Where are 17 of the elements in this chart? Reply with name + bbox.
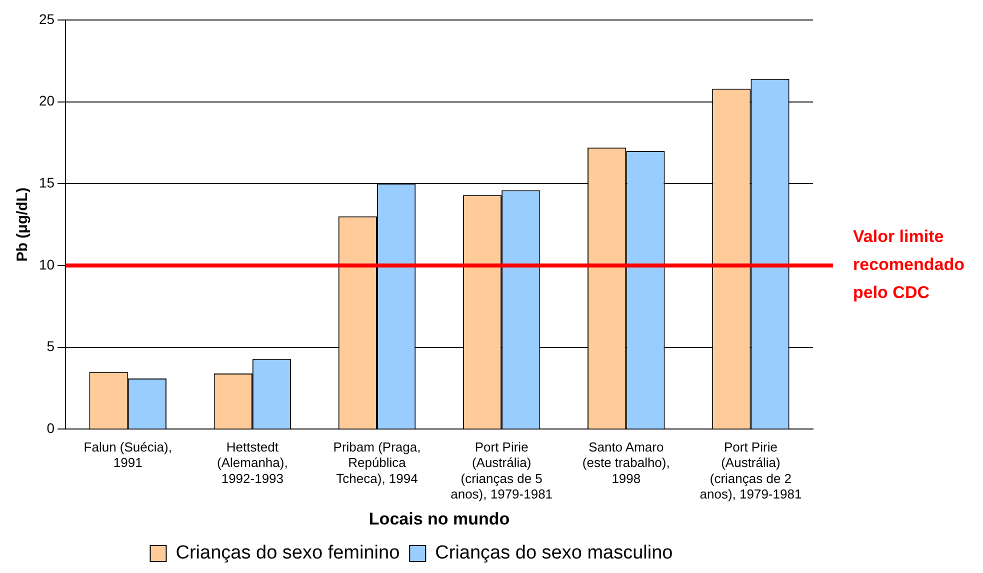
y-tick-label: 0	[46, 420, 55, 436]
x-tick-label: Pribam (Praga, República Tcheca), 1994	[333, 440, 421, 486]
y-axis-title: Pb (μg/dL)	[14, 188, 32, 262]
ref-line-label: Valor limite recomendado pelo CDC	[853, 227, 964, 302]
x-tick-label: Hettstedt (Alemanha), 1992-1993	[217, 440, 288, 486]
y-tick-label: 20	[38, 92, 55, 109]
x-tick-label: Falun (Suécia), 1991	[84, 440, 172, 470]
x-axis-title: Locais no mundo	[368, 509, 510, 528]
y-tick-label: 5	[46, 338, 55, 354]
x-tick-label: Santo Amaro (este trabalho), 1998	[582, 440, 670, 486]
y-tick-label: 10	[38, 256, 55, 272]
x-tick-label: Port Pirie (Austrália) (crianças de 2 anos), 1979-1981	[700, 440, 802, 502]
y-tick-label: 25	[38, 10, 55, 27]
y-tick-label: 15	[38, 174, 55, 191]
legend-label: Crianças do sexo masculino	[435, 542, 673, 564]
x-tick-label: Port Pirie (Austrália) (crianças de 5 anos), 1979-1981	[450, 440, 553, 502]
legend-label: Crianças do sexo feminino	[176, 542, 400, 564]
